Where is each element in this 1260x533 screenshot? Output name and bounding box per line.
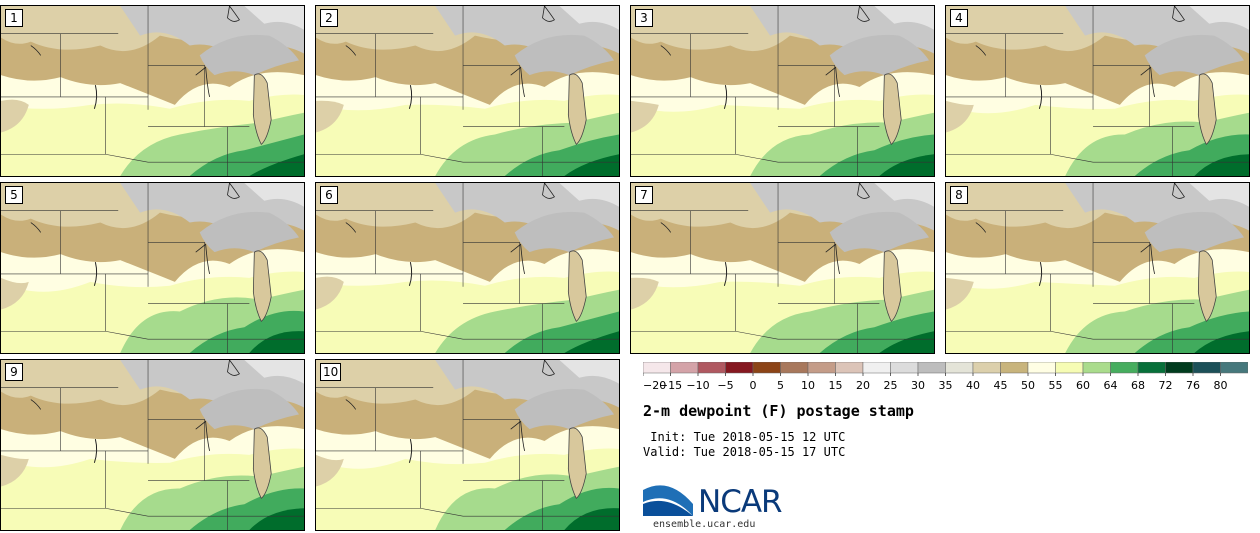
member-number: 4 <box>950 9 968 27</box>
member-panel: 3 <box>630 5 935 177</box>
site-url[interactable]: ensemble.ucar.edu <box>653 519 756 530</box>
ncar-logo-text: NCAR <box>698 484 783 520</box>
colorbar-tick-label: 30 <box>911 379 925 392</box>
member-panel: 6 <box>315 182 620 354</box>
colorbar-tick-label: 0 <box>750 379 757 392</box>
colorbar-tick-label: 76 <box>1186 379 1200 392</box>
colorbar-swatch <box>1192 362 1221 374</box>
member-number: 1 <box>5 9 23 27</box>
colorbar-swatch <box>917 362 946 374</box>
member-number: 8 <box>950 186 968 204</box>
dewpoint-map <box>316 6 619 176</box>
member-number: 10 <box>320 363 342 381</box>
colorbar-tick-label: −10 <box>686 379 709 392</box>
colorbar-tick-label: 25 <box>884 379 898 392</box>
colorbar-tick-label: −5 <box>717 379 733 392</box>
colorbar-swatch <box>1110 362 1139 374</box>
member-number: 2 <box>320 9 338 27</box>
member-panel: 5 <box>0 182 305 354</box>
colorbar-tick-label: 50 <box>1021 379 1035 392</box>
colorbar-swatch <box>1165 362 1194 374</box>
colorbar-swatch <box>945 362 974 374</box>
dewpoint-map <box>1 360 304 530</box>
dewpoint-map <box>946 6 1249 176</box>
colorbar-tick-label: 64 <box>1104 379 1118 392</box>
dewpoint-map <box>946 183 1249 353</box>
member-number: 9 <box>5 363 23 381</box>
colorbar-swatch <box>670 362 699 374</box>
colorbar-swatch <box>752 362 781 374</box>
member-number: 3 <box>635 9 653 27</box>
colorbar-swatch <box>1137 362 1166 374</box>
colorbar-swatch <box>1027 362 1056 374</box>
dewpoint-map <box>316 360 619 530</box>
colorbar-swatch <box>1055 362 1084 374</box>
member-number: 7 <box>635 186 653 204</box>
colorbar-swatch <box>1220 362 1248 374</box>
valid-time: Valid: Tue 2018-05-15 17 UTC <box>643 445 846 459</box>
dewpoint-map <box>631 183 934 353</box>
dewpoint-map <box>316 183 619 353</box>
member-panel: 8 <box>945 182 1250 354</box>
colorbar-tick-label: 15 <box>829 379 843 392</box>
colorbar-swatch <box>643 362 671 374</box>
colorbar-tick-label: 55 <box>1049 379 1063 392</box>
ncar-logo-icon <box>643 485 693 516</box>
colorbar-swatch <box>835 362 864 374</box>
colorbar-tick-label: 60 <box>1076 379 1090 392</box>
colorbar-tick-label: 5 <box>777 379 784 392</box>
colorbar-tick-label: 68 <box>1131 379 1145 392</box>
colorbar-tick-label: 35 <box>939 379 953 392</box>
colorbar-tick-label: −20 <box>643 379 666 392</box>
colorbar-swatch <box>862 362 891 374</box>
colorbar-swatch <box>725 362 754 374</box>
colorbar-tick-label: 40 <box>966 379 980 392</box>
member-panel: 2 <box>315 5 620 177</box>
colorbar-swatch <box>972 362 1001 374</box>
colorbar-swatch <box>890 362 919 374</box>
member-panel: 7 <box>630 182 935 354</box>
member-panel: 10 <box>315 359 620 531</box>
colorbar-tick-label: 80 <box>1214 379 1228 392</box>
dewpoint-map <box>1 6 304 176</box>
colorbar-swatch <box>697 362 726 374</box>
member-panel: 9 <box>0 359 305 531</box>
member-number: 6 <box>320 186 338 204</box>
figure-title: 2-m dewpoint (F) postage stamp <box>643 402 914 420</box>
colorbar-tick-label: 20 <box>856 379 870 392</box>
colorbar-swatch <box>1082 362 1111 374</box>
dewpoint-map <box>631 6 934 176</box>
colorbar-tick-label: 72 <box>1159 379 1173 392</box>
colorbar-swatch <box>807 362 836 374</box>
member-panel: 4 <box>945 5 1250 177</box>
dewpoint-colorbar: −20−15 −10 −5 0 5 10 15 20 25 30 35 40 45 50 55 60 64 68 7… <box>643 362 1248 392</box>
colorbar-tick-label: 45 <box>994 379 1008 392</box>
member-number: 5 <box>5 186 23 204</box>
dewpoint-map <box>1 183 304 353</box>
colorbar-tick-label: 10 <box>801 379 815 392</box>
colorbar-swatch <box>780 362 809 374</box>
colorbar-tick-label: −15 <box>659 379 682 392</box>
init-time: Init: Tue 2018-05-15 12 UTC <box>643 430 846 444</box>
colorbar-swatch <box>1000 362 1029 374</box>
member-panel: 1 <box>0 5 305 177</box>
